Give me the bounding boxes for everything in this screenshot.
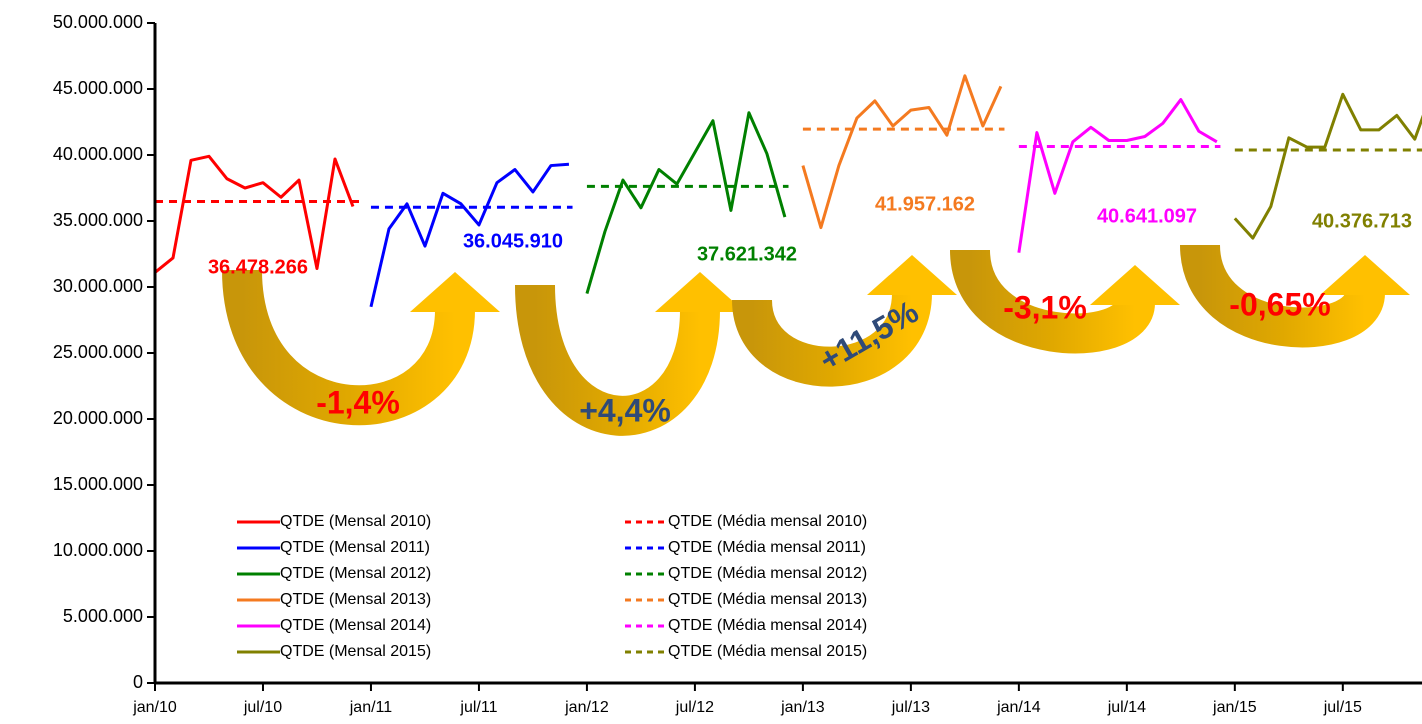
x-tick-label: jul/15 — [1323, 699, 1362, 716]
average-label: 36.478.266 — [208, 256, 308, 278]
y-tick-label: 20.000.000 — [53, 408, 143, 428]
line-series — [801, 74, 1003, 230]
legend-label: QTDE (Média mensal 2012) — [668, 565, 867, 582]
legend-label: QTDE (Média mensal 2015) — [668, 643, 867, 660]
average-label: 40.376.713 — [1312, 210, 1412, 232]
average-label: 41.957.162 — [875, 193, 975, 215]
legend-label: QTDE (Mensal 2014) — [280, 617, 431, 634]
x-tick-label: jan/10 — [132, 699, 177, 716]
x-tick-label: jul/13 — [891, 699, 930, 716]
x-tick-label: jul/12 — [675, 699, 714, 716]
y-tick-label: 45.000.000 — [53, 78, 143, 98]
curved-arrow-body — [1180, 243, 1385, 348]
x-tick-label: jan/15 — [1212, 699, 1257, 716]
percent-annotation: -0,65% — [1229, 286, 1330, 322]
plot-area — [155, 74, 1422, 308]
legend-label: QTDE (Média mensal 2014) — [668, 617, 867, 634]
legend-label: QTDE (Média mensal 2013) — [668, 591, 867, 608]
curved-arrow-head — [655, 272, 745, 312]
curved-arrow-body — [515, 284, 720, 436]
y-tick-label: 30.000.000 — [53, 276, 143, 296]
line-series — [585, 111, 787, 295]
x-tick-label: jan/13 — [780, 699, 825, 716]
curved-arrow-body — [732, 291, 932, 387]
y-tick-label: 15.000.000 — [53, 474, 143, 494]
line-series — [155, 154, 355, 274]
line-series — [369, 162, 570, 308]
legend-label: QTDE (Mensal 2013) — [280, 591, 431, 608]
percent-annotation: -3,1% — [1003, 289, 1087, 325]
curved-arrow-head — [1090, 265, 1180, 305]
average-label: 36.045.910 — [463, 230, 563, 252]
x-tick-label: jul/11 — [459, 699, 497, 716]
x-tick-label: jul/14 — [1107, 699, 1146, 716]
line-series — [1233, 92, 1422, 240]
y-tick-label: 5.000.000 — [63, 606, 143, 626]
y-tick-label: 25.000.000 — [53, 342, 143, 362]
legend-label: QTDE (Mensal 2015) — [280, 643, 431, 660]
percent-annotation: +4,4% — [579, 392, 671, 428]
legend-label: QTDE (Média mensal 2011) — [668, 539, 866, 556]
legend-label: QTDE (Mensal 2010) — [280, 513, 431, 530]
x-tick-label: jan/14 — [996, 699, 1041, 716]
legend-label: QTDE (Mensal 2012) — [280, 565, 431, 582]
x-tick-label: jul/10 — [243, 699, 282, 716]
legend-label: QTDE (Mensal 2011) — [280, 539, 430, 556]
curved-arrow-head — [867, 255, 957, 295]
arrows — [222, 243, 1410, 436]
y-tick-label: 40.000.000 — [53, 144, 143, 164]
average-label: 37.621.342 — [697, 243, 797, 265]
x-tick-label: jan/11 — [349, 699, 393, 716]
curved-arrow-head — [1320, 255, 1410, 295]
legend-label: QTDE (Média mensal 2010) — [668, 513, 867, 530]
y-tick-label: 35.000.000 — [53, 210, 143, 230]
y-tick-label: 0 — [133, 672, 143, 692]
curved-arrow-body — [222, 269, 475, 426]
percent-annotation: -1,4% — [316, 384, 400, 420]
average-label: 40.641.097 — [1097, 205, 1197, 227]
y-tick-label: 10.000.000 — [53, 540, 143, 560]
y-tick-label: 50.000.000 — [53, 12, 143, 32]
curved-arrow-body — [950, 248, 1155, 354]
curved-arrow-head — [410, 272, 500, 312]
line-series — [1017, 98, 1218, 253]
x-tick-label: jan/12 — [564, 699, 609, 716]
